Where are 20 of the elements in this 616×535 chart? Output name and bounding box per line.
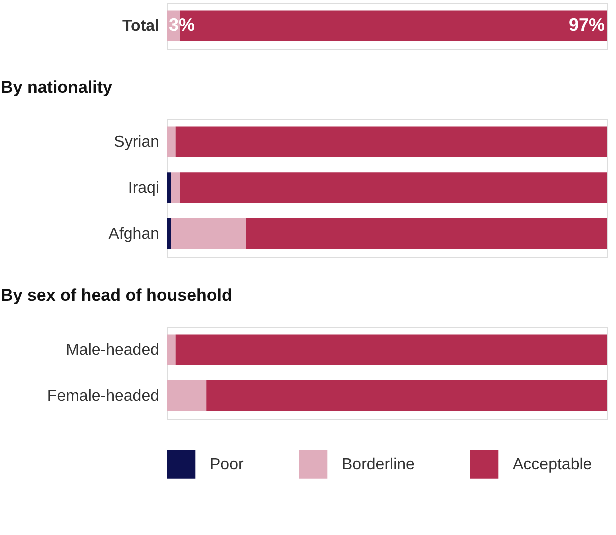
data-label: 97% (568, 15, 605, 35)
legend-label: Acceptable (513, 456, 592, 474)
bar (246, 218, 607, 250)
y-tick-label: Total (122, 18, 160, 35)
bar (180, 172, 607, 204)
bar (176, 126, 607, 158)
bar (167, 218, 172, 250)
chart-title: By sex of head of household (1, 286, 232, 305)
y-tick-label: Afghan (108, 226, 160, 243)
y-tick-label: Male-headed (66, 342, 160, 360)
y-tick-label: Female-headed (47, 388, 160, 405)
y-tick-label: Syrian (114, 134, 160, 152)
bar (171, 218, 246, 250)
bar (167, 172, 172, 204)
legend-label: Poor (210, 456, 244, 474)
legend-label: Borderline (342, 456, 416, 474)
chart-title: By nationality (1, 78, 114, 97)
y-tick-label: Iraqi (128, 180, 160, 197)
bar (171, 172, 180, 204)
bar (167, 126, 176, 158)
